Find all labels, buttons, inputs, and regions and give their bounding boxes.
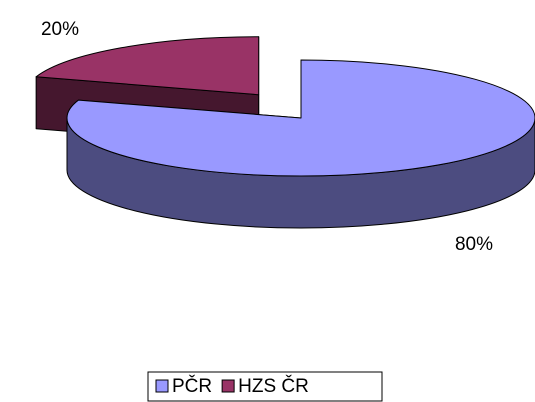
- legend-swatch: [221, 379, 235, 393]
- legend-label: HZS ČR: [238, 375, 309, 397]
- data-label: 80%: [455, 234, 493, 255]
- data-label: 20%: [41, 19, 79, 40]
- legend-label: PČR: [172, 375, 212, 397]
- legend-box: [147, 371, 383, 402]
- slice: [66, 59, 535, 177]
- slice: [35, 36, 260, 96]
- legend-swatch: [155, 379, 169, 393]
